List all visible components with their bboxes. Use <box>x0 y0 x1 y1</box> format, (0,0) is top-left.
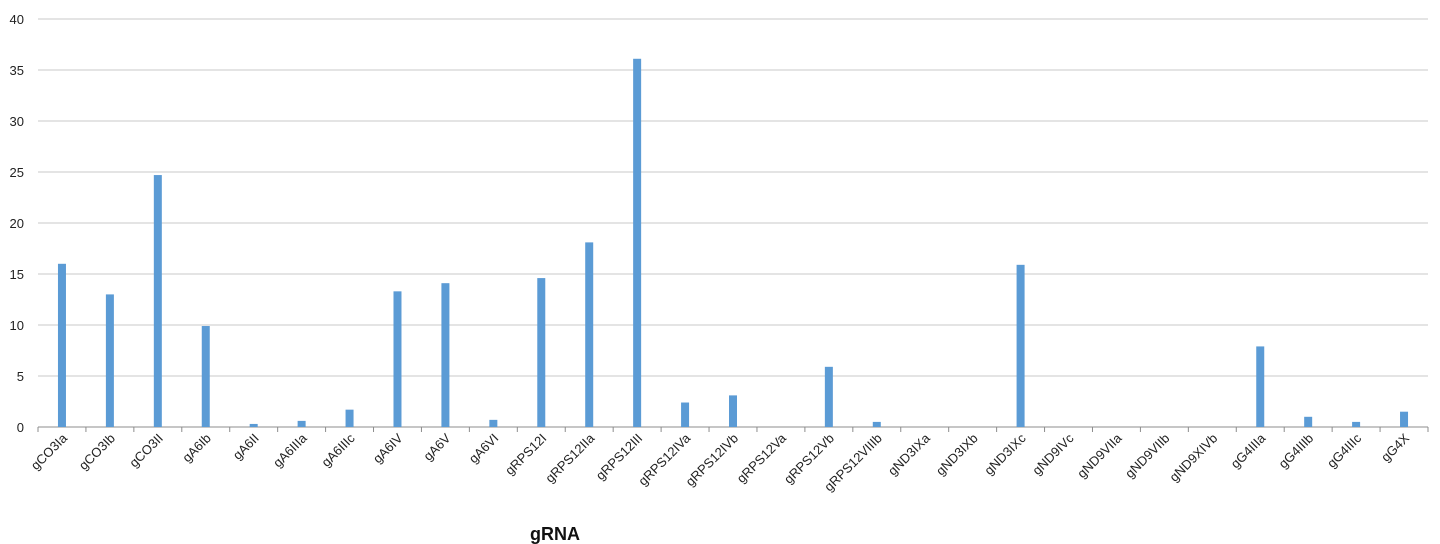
x-tick-label: gND9XIVb <box>1166 431 1220 485</box>
x-axis-title: gRNA <box>530 524 580 544</box>
x-tick-label: gG4IIIc <box>1324 430 1365 471</box>
bar-gG4X <box>1400 411 1409 427</box>
x-tick-label: gA6VI <box>466 431 502 467</box>
y-tick-label: 30 <box>10 114 24 129</box>
x-tick-label: gCO3Ib <box>76 431 118 473</box>
y-tick-label: 20 <box>10 216 24 231</box>
bar-gA6IIIa <box>297 420 306 427</box>
bar-gA6Ib <box>201 326 210 427</box>
bar-gRPS12Vb <box>824 366 833 427</box>
x-tick-label: gG4IIIb <box>1276 431 1317 472</box>
bar-gA6VI <box>489 419 498 427</box>
x-tick-label: gND9IVc <box>1029 430 1077 478</box>
x-tick-label: gRPS12I <box>502 431 549 478</box>
y-tick-label: 25 <box>10 165 24 180</box>
bar-gG4IIIb <box>1304 416 1313 427</box>
y-tick-label: 10 <box>10 318 24 333</box>
bar-gG4IIIc <box>1352 421 1361 427</box>
bar-gRPS12III <box>633 58 642 427</box>
x-axis-tick-labels: gCO3Ia gCO3Ib gCO3II gA6Ib gA6II gA6IIIa gA6II… <box>28 430 1413 494</box>
bar-gND3IXc <box>1016 264 1025 427</box>
y-tick-label: 35 <box>10 63 24 78</box>
x-tick-label: gCO3II <box>126 431 166 471</box>
x-tick-label: gA6IIIa <box>270 430 310 470</box>
x-tick-label: gND3IXa <box>885 430 933 478</box>
bar-gA6IIIc <box>345 409 354 427</box>
x-tick-label: gA6V <box>420 430 453 463</box>
bar-gCO3Ia <box>57 263 66 427</box>
x-tick-label: gND9VIIb <box>1122 431 1172 481</box>
x-tick-label: gCO3Ia <box>28 430 71 473</box>
x-tick-label: gG4X <box>1378 430 1412 464</box>
bar-gRPS12IIa <box>585 242 594 427</box>
x-tick-label: gA6IIIc <box>318 430 358 470</box>
y-tick-label: 40 <box>10 12 24 27</box>
x-tick-label: gND9VIIa <box>1074 430 1125 481</box>
gridlines <box>37 18 1429 432</box>
x-tick-label: gND3IXc <box>981 430 1029 478</box>
bar-gA6II <box>249 423 258 427</box>
y-tick-label: 5 <box>17 369 24 384</box>
bar-gA6V <box>441 283 450 427</box>
x-tick-label: gND3IXb <box>933 431 981 479</box>
x-tick-label: gA6II <box>230 431 262 463</box>
bar-gCO3Ib <box>105 294 114 427</box>
bar-gG4IIIa <box>1256 346 1265 427</box>
x-tick-label: gRPS12IIa <box>542 430 598 486</box>
x-tick-label: gG4IIIa <box>1228 430 1269 471</box>
x-tick-label: gA6IV <box>370 430 406 466</box>
y-tick-label: 15 <box>10 267 24 282</box>
bar-gA6IV <box>393 291 402 427</box>
y-axis-tick-labels: 0 5 10 15 20 25 30 35 40 <box>10 12 24 435</box>
bars <box>57 58 1409 427</box>
y-tick-label: 0 <box>17 420 24 435</box>
bar-gCO3II <box>153 175 162 427</box>
bar-gRPS12I <box>537 278 546 427</box>
x-tick-label: gA6Ib <box>179 431 214 466</box>
bar-gRPS12VIIIb <box>872 421 881 427</box>
bar-gRPS12IVa <box>681 402 690 427</box>
bar-gRPS12IVb <box>729 395 737 427</box>
